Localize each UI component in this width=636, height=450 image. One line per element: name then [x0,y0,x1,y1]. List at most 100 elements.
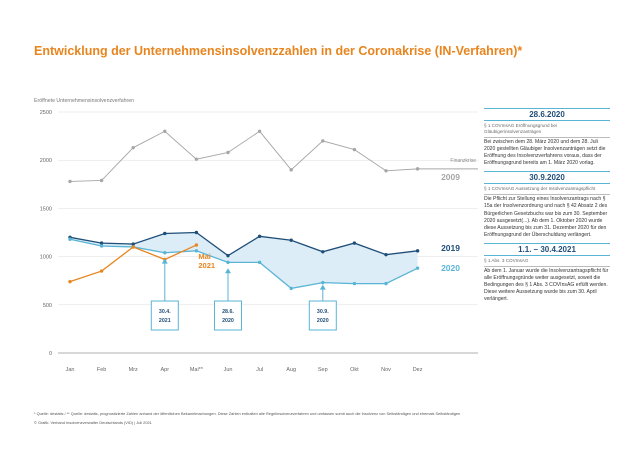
point-2019-apr [163,231,167,236]
legal-note-2: 30.9.2020 § 1 COVInsAG Aussetzung der Ins… [484,171,610,239]
x-tick-label-9: Sep [318,367,328,373]
point-mai-2021-mai [194,243,199,247]
point-mai-2021-feb [99,269,104,273]
x-tick-label-3: Mrz [129,367,138,373]
legal-note-body: Die Pflicht zur Stellung eines Insolvenz… [484,196,608,238]
point-2009-dez [415,167,420,171]
x-tick-label-12: Dez [413,367,423,373]
annotation-date-1: 30.4. [159,309,171,315]
x-tick-label-6: Jun [224,367,233,373]
series-label-mai: Mai [198,252,211,261]
series-points [68,129,420,291]
x-tick-label-5: Mai** [190,367,204,373]
y-axis-label: Eröffnete Unternehmensinsolvenzverfahren [34,98,134,104]
annotation-year-2: 2020 [222,318,234,324]
point-2019-jul [257,234,262,239]
y-tick-label-1500: 1500 [40,206,52,212]
legal-note-subtitle: § 1 COVInsAG Eröffnungsgrund bei Gläubig… [484,123,610,138]
legal-note-subtitle: § 1 Abs. 3 COVInsAG [484,258,610,267]
point-2020-jul [257,260,262,265]
point-2009-okt [352,147,357,152]
point-2019-feb [99,241,104,245]
annotation-box-1 [150,300,179,331]
point-2009-jul [257,129,262,133]
x-tick-label-1: Jan [66,367,75,373]
point-2020-nov [384,281,388,286]
series-label-finanzkrise: Finanzkrise [450,158,476,164]
legal-note-date: 30.9.2020 [484,171,610,185]
point-2009-aug [289,168,293,172]
legal-note-date: 1.1. – 30.4.2021 [484,242,610,256]
point-2020-okt [352,281,357,286]
point-2020-jan [68,237,72,241]
point-2009-nov [384,169,388,173]
grid-lines [58,111,478,354]
x-tick-label-4: Apr [161,367,170,373]
legal-note-body: Bei zwischen dem 28. März 2020 und dem 2… [484,139,606,167]
y-tick-label-0: 0 [49,351,52,357]
annotation-year-1: 2021 [159,318,171,324]
point-2020-feb [99,244,104,248]
point-2009-sep [321,139,325,143]
x-tick-label-7: Jul [256,367,263,373]
x-tick-label-11: Nov [381,367,391,373]
legal-note-subtitle: § 1 COVInsAG Aussetzung der Insolvenzant… [484,186,610,196]
point-2020-mai [194,249,199,253]
x-tick-label-2: Feb [97,367,106,373]
point-2009-apr [163,129,167,133]
annotation-box-2 [214,300,242,331]
point-2020-aug [289,286,293,291]
footnote-copyright: © Grafik: Verband Insolvenzverwalter Deu… [34,420,152,425]
y-tick-label-2500: 2500 [40,110,52,116]
annotation-date-3: 30.9. [317,309,329,315]
point-mai-2021-mrz [131,245,135,249]
annotation-arrowhead-2 [225,268,231,274]
point-2009-mai [194,157,199,161]
series-lines [69,130,478,290]
legal-note-3: 1.1. – 30.4.2021 § 1 Abs. 3 COVInsAG Ab de… [484,242,610,303]
annotation-year-3: 2020 [317,318,329,324]
annotations: 30.4. 2021 28.6. 2020 30.9. 2020 [150,258,337,331]
chart-text: 0 500 1000 1500 2000 2500 Jan Feb Mrz Apr Mai** Jun… [34,98,476,373]
annotation-arrowhead-3 [319,284,326,290]
series-label-2020: 2020 [441,263,460,273]
point-2009-jun [226,150,230,155]
line-2020 [69,238,418,290]
annotation-arrowhead-1 [161,258,168,264]
point-2019-mai [194,230,199,235]
point-2019-aug [289,238,293,242]
point-2019-nov [384,252,388,257]
x-tick-label-10: Okt [350,367,359,373]
y-tick-label-2000: 2000 [40,158,52,164]
point-2019-okt [352,241,357,245]
y-tick-label-500: 500 [43,303,52,309]
gap-area [70,232,418,289]
gap-fill-2019-2020 [70,232,418,289]
point-2020-sep [321,280,325,285]
line-2009 [69,130,418,182]
point-2020-jun [226,260,230,265]
point-2019-mrz [131,242,135,246]
point-2009-feb [99,178,104,183]
line-2019 [69,231,418,257]
point-2020-dez [415,266,420,270]
point-2020-apr [163,251,167,255]
legal-note-body: Ab dem 1. Januar wurde die Insolvenzantr… [484,267,609,303]
legal-note-date: 28.6.2020 [484,108,610,121]
series-label-2021: 2021 [198,261,215,270]
point-mai-2021-jan [68,279,72,284]
point-2019-sep [321,250,325,254]
series-label-2009: 2009 [441,172,460,182]
point-2009-mrz [131,145,135,150]
point-2019-jun [226,253,230,258]
point-2019-dez [415,249,420,253]
legal-notes-panel: 28.6.2020 § 1 COVInsAG Eröffnungsgrund be… [484,108,610,307]
footnote-source: * Quelle: destatis / ** Quelle: destatis… [34,411,461,416]
point-2009-jan [68,179,72,184]
x-tick-label-8: Aug [286,367,296,373]
y-tick-label-1000: 1000 [40,255,52,261]
legal-note-1: 28.6.2020 § 1 COVInsAG Eröffnungsgrund be… [484,108,610,167]
annotation-box-3 [308,300,337,331]
